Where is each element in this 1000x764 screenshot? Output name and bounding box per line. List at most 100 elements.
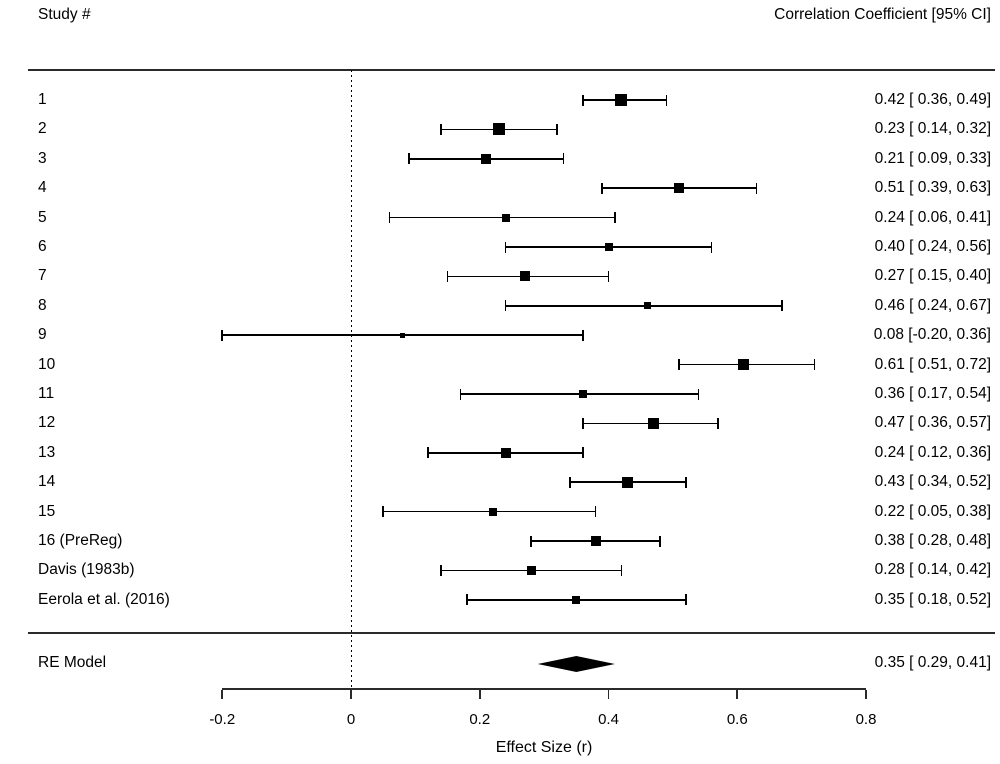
- study-label: 2: [38, 120, 47, 138]
- ci-cap-right: [556, 123, 558, 135]
- study-label: Davis (1983b): [38, 561, 135, 579]
- point-estimate-square: [572, 595, 581, 604]
- point-estimate-square: [526, 565, 536, 575]
- ci-cap-right: [659, 535, 661, 547]
- study-value: 0.40 [ 0.24, 0.56]: [874, 238, 991, 255]
- point-estimate-square: [488, 507, 497, 516]
- axis-tick-label: 0: [346, 711, 356, 728]
- axis-tick: [736, 690, 739, 699]
- axis-tick: [221, 690, 224, 699]
- point-estimate-square: [615, 94, 628, 106]
- point-estimate-square: [481, 153, 492, 164]
- ci-cap-left: [678, 359, 681, 371]
- ci-cap-left: [504, 300, 507, 312]
- ci-cap-left: [466, 594, 468, 606]
- axis-tick: [478, 690, 481, 699]
- summary-diamond: [537, 656, 615, 672]
- study-label: 5: [38, 208, 47, 226]
- point-estimate-square: [648, 417, 660, 429]
- ci-cap-right: [684, 594, 687, 606]
- study-label: 11: [38, 385, 55, 402]
- axis-tick-label: 0.2: [469, 711, 491, 728]
- ci-cap-right: [665, 94, 668, 106]
- study-value: 0.46 [ 0.24, 0.67]: [874, 296, 991, 314]
- ci-cap-right: [594, 506, 597, 518]
- ci-cap-left: [581, 94, 584, 106]
- study-label: 12: [38, 414, 56, 432]
- study-label: 14: [38, 473, 56, 491]
- x-axis-title: Effect Size (r): [495, 739, 593, 756]
- point-estimate-square: [590, 536, 601, 546]
- axis-tick-label: 0.4: [598, 711, 619, 728]
- study-value: 0.36 [ 0.17, 0.54]: [874, 385, 991, 402]
- ci-cap-left: [427, 447, 430, 459]
- study-label: 8: [38, 296, 47, 314]
- point-estimate-square: [738, 359, 750, 371]
- ci-cap-left: [382, 506, 385, 518]
- point-estimate-square: [500, 447, 511, 458]
- study-value: 0.61 [ 0.51, 0.72]: [874, 355, 991, 373]
- ci-cap-left: [601, 182, 603, 194]
- study-value: 0.27 [ 0.15, 0.40]: [874, 267, 991, 285]
- ci-cap-left: [459, 388, 462, 400]
- ci-cap-left: [221, 329, 224, 341]
- study-value: 0.42 [ 0.36, 0.49]: [874, 91, 991, 108]
- summary-label: RE Model: [38, 654, 107, 671]
- summary-separator-rule: [28, 632, 995, 634]
- study-value: 0.23 [ 0.14, 0.32]: [874, 120, 991, 138]
- study-label: 16 (PreReg): [38, 532, 123, 549]
- ci-cap-right: [607, 270, 610, 282]
- study-label: 15: [38, 502, 56, 520]
- ci-cap-right: [813, 359, 816, 371]
- zero-reference-line: [351, 70, 352, 689]
- axis-tick: [865, 690, 867, 699]
- study-label: 10: [38, 355, 56, 373]
- study-label: Eerola et al. (2016): [38, 590, 170, 608]
- point-estimate-square: [643, 302, 651, 310]
- study-value: 0.22 [ 0.05, 0.38]: [874, 502, 991, 520]
- study-label: 7: [38, 267, 47, 285]
- point-estimate-square: [400, 332, 405, 338]
- axis-tick-label: 0.6: [726, 711, 748, 728]
- summary-value: 0.35 [ 0.29, 0.41]: [874, 654, 991, 671]
- ci-cap-left: [581, 417, 584, 429]
- axis-tick-label: 0.8: [855, 711, 877, 728]
- axis-tick-label: -0.2: [209, 711, 236, 728]
- point-estimate-square: [604, 243, 613, 251]
- study-value: 0.21 [ 0.09, 0.33]: [874, 149, 991, 167]
- ci-cap-left: [440, 123, 442, 135]
- axis-tick: [350, 690, 352, 699]
- study-value: 0.35 [ 0.18, 0.52]: [874, 590, 991, 608]
- point-estimate-square: [493, 123, 506, 136]
- ci-cap-right: [684, 476, 687, 488]
- point-estimate-square: [674, 183, 685, 194]
- ci-cap-left: [569, 476, 571, 488]
- ci-cap-right: [697, 388, 700, 400]
- ci-cap-right: [562, 153, 565, 165]
- study-label: 13: [38, 443, 56, 461]
- ci-cap-right: [755, 182, 758, 194]
- study-column-header: Study #: [38, 6, 91, 23]
- ci-cap-right: [620, 564, 623, 576]
- x-axis-line: [222, 688, 866, 690]
- point-estimate-square: [519, 271, 530, 282]
- header-separator-rule: [28, 69, 995, 71]
- study-label: 9: [38, 326, 47, 344]
- point-estimate-square: [622, 476, 634, 488]
- ci-cap-right: [710, 241, 713, 253]
- study-label: 6: [38, 238, 47, 255]
- study-label: 3: [38, 149, 47, 167]
- point-estimate-square: [578, 390, 587, 398]
- ci-cap-left: [530, 535, 533, 547]
- study-value: 0.51 [ 0.39, 0.63]: [874, 179, 991, 197]
- study-value: 0.28 [ 0.14, 0.42]: [874, 561, 991, 579]
- point-estimate-square: [501, 213, 510, 222]
- study-value: 0.47 [ 0.36, 0.57]: [874, 414, 991, 432]
- ci-cap-left: [408, 153, 410, 165]
- ci-cap-right: [614, 212, 616, 224]
- study-value: 0.08 [-0.20, 0.36]: [873, 326, 991, 344]
- ci-cap-right: [717, 417, 719, 429]
- ci-cap-right: [781, 300, 784, 312]
- ci-cap-left: [388, 212, 391, 224]
